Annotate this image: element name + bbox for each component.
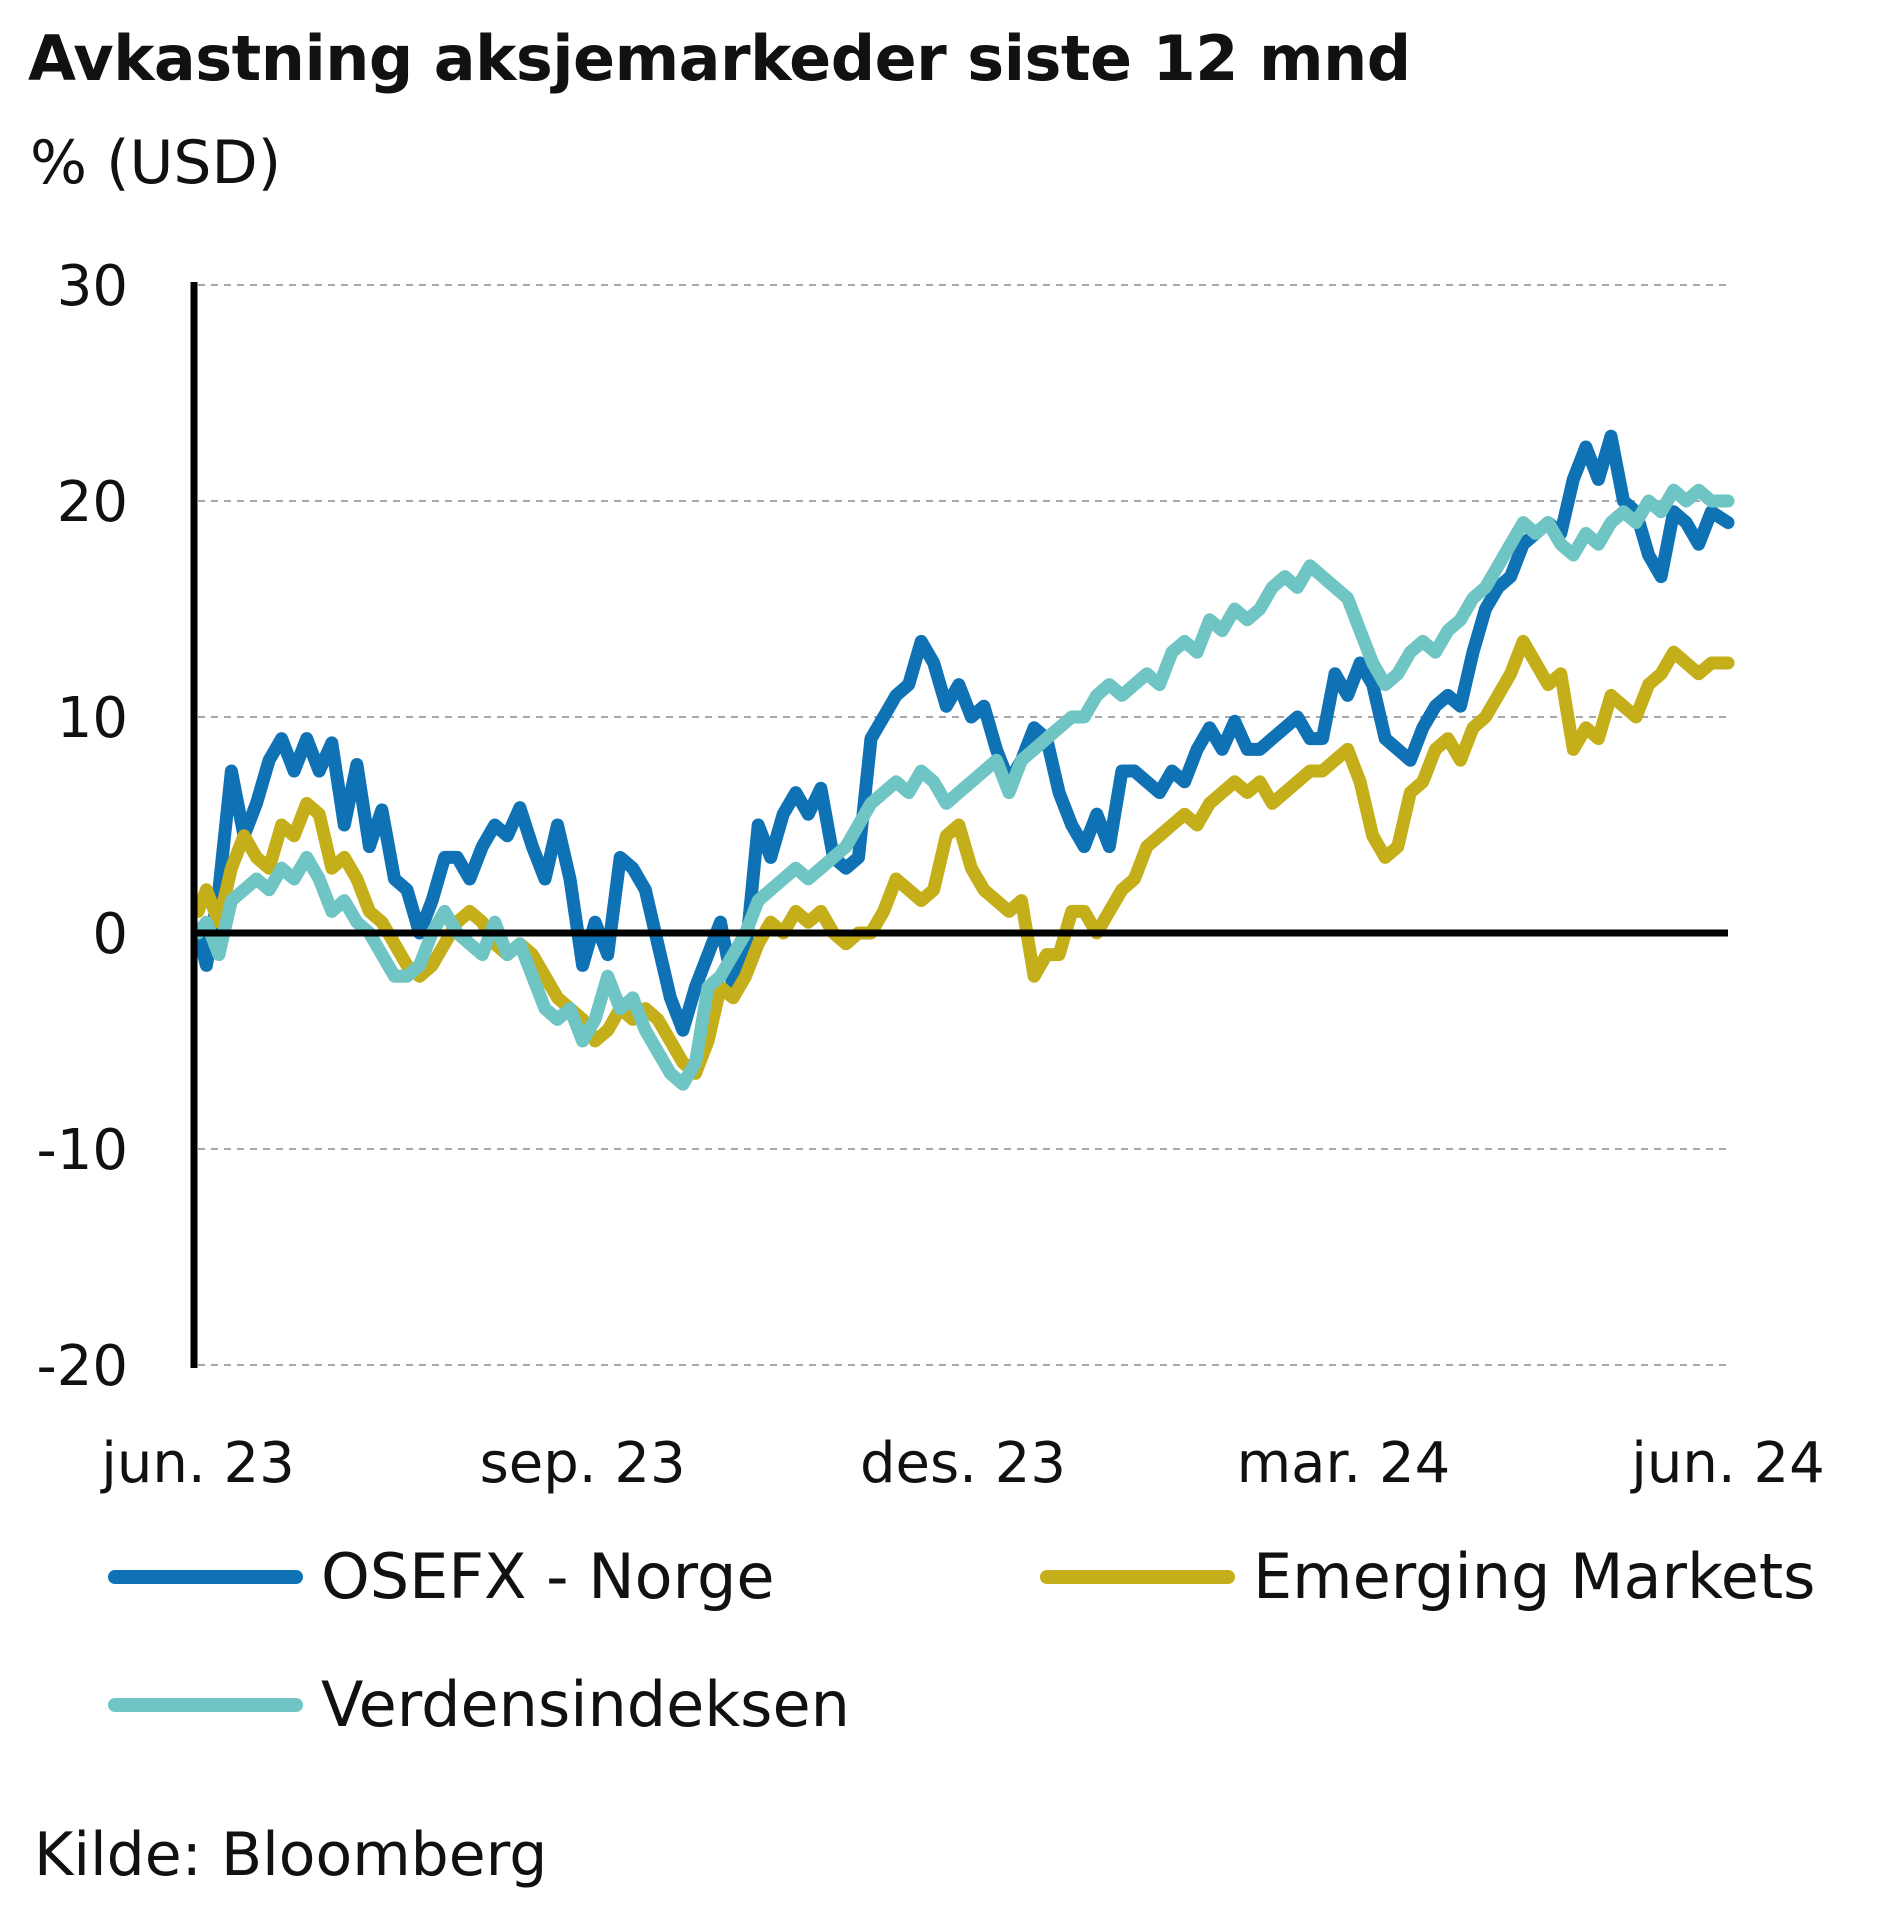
legend-item-emerging-markets: Emerging Markets xyxy=(1040,1540,1815,1613)
x-tick-label: des. 23 xyxy=(860,1431,1066,1496)
legend-item-verdensindeksen: Verdensindeksen xyxy=(108,1668,850,1741)
x-tick-label: mar. 24 xyxy=(1237,1431,1451,1496)
y-axis-ticks: 30 20 10 0 -10 -20 xyxy=(37,254,128,1399)
legend-item-osefx: OSEFX - Norge xyxy=(108,1540,774,1613)
x-axis-ticks: jun. 23 sep. 23 des. 23 mar. 24 jun. 24 xyxy=(99,1431,1824,1496)
series-line-2 xyxy=(191,483,1735,1091)
x-tick-label: jun. 24 xyxy=(1629,1431,1824,1496)
y-tick-label: 0 xyxy=(92,902,128,967)
line-chart: 30 20 10 0 -10 -20 jun. 23 sep. 23 des. 23 mar. … xyxy=(37,254,1825,1496)
legend-label-osefx: OSEFX - Norge xyxy=(321,1540,775,1613)
y-tick-label: 10 xyxy=(57,686,128,751)
series-line-0 xyxy=(191,429,1735,1037)
y-tick-label: 20 xyxy=(57,470,128,535)
x-tick-label: sep. 23 xyxy=(480,1431,686,1496)
chart-title: Avkastning aksjemarkeder siste 12 mnd xyxy=(28,22,1411,95)
axes xyxy=(190,282,1728,1368)
y-tick-label: -20 xyxy=(37,1334,128,1399)
legend-label-verdensindeksen: Verdensindeksen xyxy=(321,1668,850,1741)
y-tick-label: 30 xyxy=(57,254,128,319)
legend-label-emerging-markets: Emerging Markets xyxy=(1253,1540,1816,1613)
series-lines xyxy=(191,429,1735,1091)
source-note: Kilde: Bloomberg xyxy=(34,1820,548,1890)
y-axis-unit-label: % (USD) xyxy=(30,128,282,198)
y-tick-label: -10 xyxy=(37,1118,128,1183)
legend-swatch-osefx xyxy=(108,1569,303,1584)
legend-swatch-emerging-markets xyxy=(1040,1569,1235,1584)
x-tick-label: jun. 23 xyxy=(99,1431,294,1496)
gridlines xyxy=(198,284,1728,1366)
legend-swatch-verdensindeksen xyxy=(108,1697,303,1712)
series-line-1 xyxy=(191,634,1735,1080)
